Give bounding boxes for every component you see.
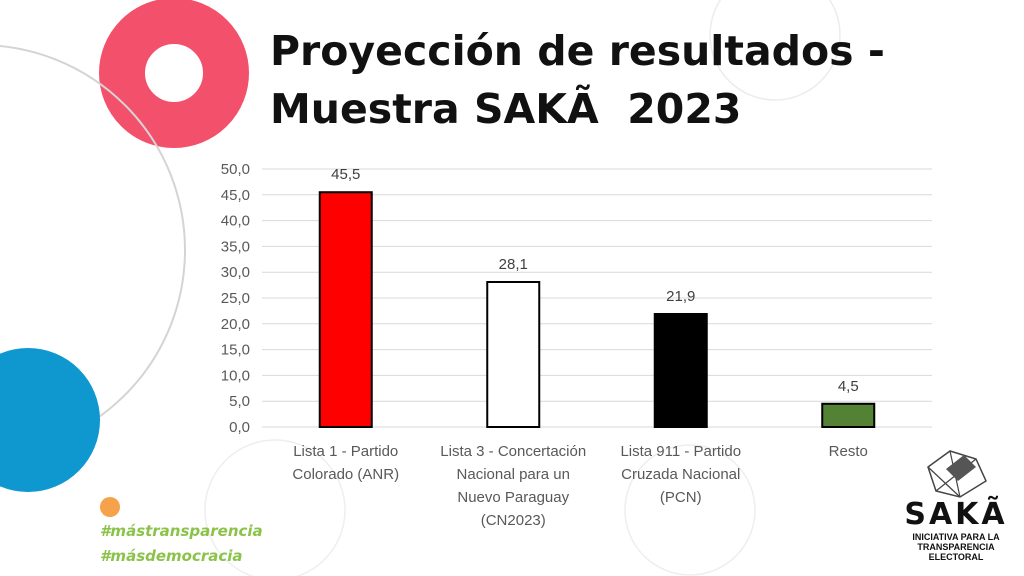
y-tick-label: 40,0 [221, 213, 250, 230]
logo-subtitle-line-1: INICIATIVA PARA LA [912, 532, 1000, 542]
data-label: 4,5 [838, 378, 859, 395]
y-tick-label: 15,0 [221, 342, 250, 359]
bar [821, 402, 876, 428]
category-label: Cruzada Nacional [621, 466, 740, 483]
hashtag-democracy: #másdemocracia [100, 547, 243, 565]
category-label: Lista 3 - Concertación [440, 443, 586, 460]
y-tick-label: 30,0 [221, 264, 250, 281]
logo-name: SAKÃ [904, 497, 1008, 532]
category-label: Lista 911 - Partido [620, 443, 741, 460]
data-label: 28,1 [499, 256, 528, 273]
title-line-1: Proyección de resultados - [270, 27, 885, 75]
y-tick-label: 10,0 [221, 367, 250, 384]
title-line-2: Muestra SAKÃ 2023 [270, 85, 742, 133]
bar [653, 312, 708, 428]
y-tick-label: 35,0 [221, 238, 250, 255]
hashtags: #mástransparencia #másdemocracia [100, 519, 263, 569]
logo-subtitle-line-3: ELECTORAL [928, 552, 984, 562]
bar [486, 281, 541, 428]
category-label: Resto [829, 443, 868, 460]
y-tick-label: 50,0 [221, 161, 250, 178]
category-label: Colorado (ANR) [292, 466, 399, 483]
data-label: 45,5 [331, 166, 360, 183]
category-label: Nuevo Paraguay [457, 489, 569, 506]
category-label: (PCN) [660, 489, 702, 506]
saka-logo: SAKÃ INICIATIVA PARA LA TRANSPARENCIA EL… [900, 445, 1012, 565]
data-label: 21,9 [666, 288, 695, 305]
ballot-box-icon [927, 450, 987, 498]
logo-subtitle: INICIATIVA PARA LA TRANSPARENCIA ELECTOR… [900, 532, 1012, 562]
logo-subtitle-line-2: TRANSPARENCIA [917, 542, 995, 552]
category-label: Nacional para un [457, 466, 570, 483]
bar [318, 191, 373, 428]
y-tick-label: 0,0 [229, 419, 250, 436]
y-tick-label: 5,0 [229, 393, 250, 410]
page-title: Proyección de resultados - Muestra SAKÃ … [270, 22, 885, 138]
y-tick-label: 45,0 [221, 187, 250, 204]
hashtag-transparency: #mástransparencia [100, 522, 263, 540]
y-tick-label: 20,0 [221, 316, 250, 333]
category-label: Lista 1 - Partido [293, 443, 398, 460]
category-label: (CN2023) [481, 512, 546, 529]
y-tick-label: 25,0 [221, 290, 250, 307]
